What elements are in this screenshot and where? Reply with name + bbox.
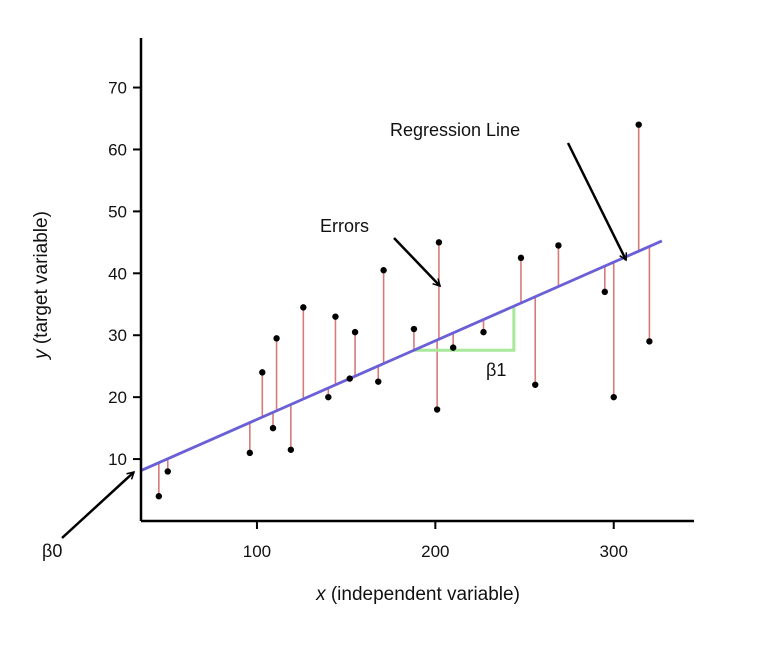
slope-triangle (413, 306, 516, 352)
data-point-10 (346, 375, 353, 382)
y-axis-label: y (target variable) (31, 211, 52, 361)
y-tick-label-60: 60 (108, 140, 127, 159)
y-ticks: 10 20 30 40 50 60 70 (108, 79, 141, 469)
data-point-5 (273, 335, 280, 342)
data-points (155, 121, 653, 500)
regression-line (140, 239, 663, 472)
data-point-4 (269, 424, 277, 432)
y-axis-desc: (target variable) (31, 211, 52, 349)
data-point-6 (287, 446, 295, 453)
x-axis-label: x (independent variable) (315, 584, 520, 605)
data-point-23 (610, 393, 617, 401)
data-point-8 (325, 393, 332, 401)
data-point-1 (164, 468, 171, 475)
beta0-annotation: β0 (42, 541, 62, 561)
x-axis-var: x (315, 584, 327, 605)
slope-marker (413, 306, 516, 352)
regression-line-annotation: Regression Line (390, 120, 520, 140)
errors-annotation: Errors (320, 216, 369, 236)
y-tick-label-10: 10 (108, 450, 127, 469)
data-point-7 (300, 304, 307, 311)
data-point-2 (246, 449, 254, 457)
y-tick-label-70: 70 (108, 79, 127, 98)
data-point-12 (375, 378, 382, 385)
regression-line-arrow (566, 142, 628, 260)
data-point-20 (532, 381, 539, 388)
data-point-14 (410, 325, 418, 333)
data-point-11 (351, 328, 359, 336)
data-point-25 (646, 338, 653, 345)
data-point-19 (517, 254, 525, 262)
data-point-13 (380, 267, 387, 274)
x-tick-label-100: 100 (243, 542, 271, 561)
error-lines (158, 124, 651, 497)
x-axis-desc: (independent variable) (326, 584, 520, 605)
x-tick-label-200: 200 (421, 542, 449, 561)
data-point-17 (449, 344, 457, 351)
y-tick-label-50: 50 (108, 202, 127, 221)
data-point-3 (259, 369, 266, 376)
y-tick-label-40: 40 (108, 264, 127, 283)
x-tick-label-300: 300 (600, 542, 628, 561)
data-point-24 (635, 121, 642, 128)
y-axis-var: y (31, 348, 52, 361)
errors-arrow (393, 237, 440, 286)
regression-line-group (140, 239, 663, 472)
beta0-arrow (61, 472, 134, 539)
data-point-16 (435, 239, 443, 246)
data-point-15 (433, 406, 441, 413)
y-tick-label-30: 30 (108, 326, 127, 345)
data-point-18 (480, 328, 487, 336)
y-tick-label-20: 20 (108, 388, 127, 407)
beta1-label: β1 (486, 360, 506, 380)
x-ticks: 100 200 300 (243, 521, 628, 561)
data-point-21 (555, 242, 562, 249)
data-point-0 (155, 493, 163, 500)
data-point-9 (332, 313, 339, 320)
data-point-22 (601, 288, 609, 296)
